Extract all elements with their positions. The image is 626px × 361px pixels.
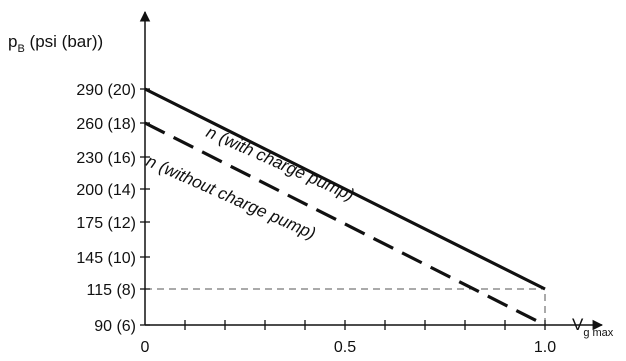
x-axis-title: Vg max	[572, 315, 614, 339]
y-axis-title: pB (psi (bar))	[8, 32, 103, 55]
series-line-without-charge-pump	[144, 121, 546, 327]
y-tick-label: 290 (20)	[76, 82, 136, 99]
y-tick-label: 260 (18)	[76, 116, 136, 133]
reference-lines	[145, 288, 546, 325]
y-tick-label: 145 (10)	[76, 250, 136, 267]
y-tick-label: 200 (14)	[76, 182, 136, 199]
y-tick-label: 90 (6)	[94, 318, 136, 335]
y-tick-label: 175 (12)	[76, 215, 136, 232]
series-lines	[144, 87, 546, 327]
y-axis-ticks: 90 (6) 115 (8) 145 (10) 175 (12) 200 (14) 230…	[76, 82, 150, 335]
x-tick-label: 0	[141, 339, 150, 356]
y-tick-label: 230 (16)	[76, 150, 136, 167]
x-axis-ticks: 0 0.5 1.0	[141, 320, 556, 356]
x-tick-label: 0.5	[334, 339, 356, 356]
y-tick-label: 115 (8)	[86, 282, 136, 299]
x-tick-label: 1.0	[534, 339, 556, 356]
series-line-with-charge-pump	[144, 87, 546, 291]
